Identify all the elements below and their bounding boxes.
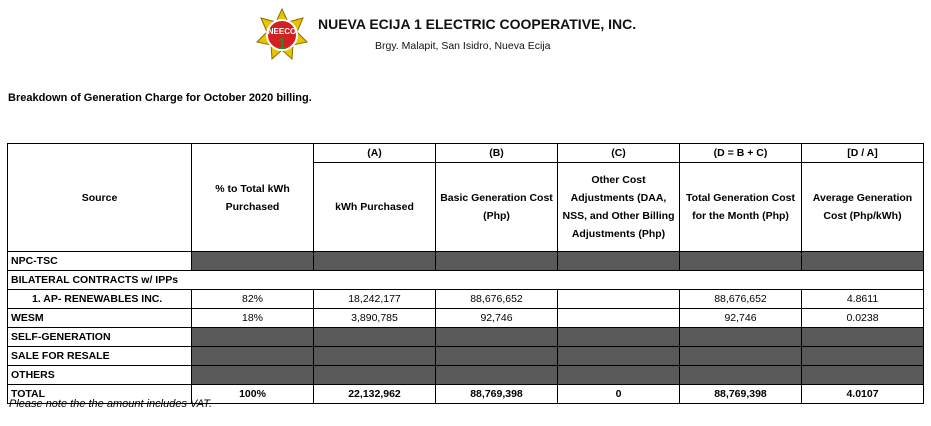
data-cell [557, 289, 680, 309]
data-cell [191, 327, 314, 347]
data-cell [557, 327, 680, 347]
data-cell [557, 251, 680, 271]
column-header: Source [7, 143, 192, 252]
source-cell: SALE FOR RESALE [7, 346, 192, 366]
table-row: SELF-GENERATION [7, 327, 924, 347]
table-row: TOTAL 100% 22,132,962 88,769,398 0 88,769,398… [7, 384, 924, 404]
data-cell [313, 365, 436, 385]
column-header: Basic Generation Cost (Php) [435, 162, 558, 252]
data-cell [557, 346, 680, 366]
org-name: NUEVA ECIJA 1 ELECTRIC COOPERATIVE, INC. [318, 16, 637, 32]
data-cell: 0.0238 [801, 308, 924, 328]
data-cell: 92,746 [679, 308, 802, 328]
header-row: Source% to Total kWh Purchased (A) (B) (C)(… [7, 143, 924, 252]
data-cell [801, 251, 924, 271]
logo-number: 1 [278, 36, 287, 53]
data-cell [679, 251, 802, 271]
data-cell [191, 346, 314, 366]
column-letter: (D = B + C) [679, 143, 802, 163]
source-cell: OTHERS [7, 365, 192, 385]
column-letter: [D / A] [801, 143, 924, 163]
data-cell: 18% [191, 308, 314, 328]
heading: Breakdown of Generation Charge for Octob… [8, 92, 312, 104]
data-cell [191, 365, 314, 385]
data-cell [801, 327, 924, 347]
data-cell [801, 365, 924, 385]
data-cell [435, 327, 558, 347]
data-cell: 88,769,398 [679, 384, 802, 404]
column-header: Total Generation Cost for the Month (Php… [679, 162, 802, 252]
data-cell: 22,132,962 [313, 384, 436, 404]
data-cell [557, 365, 680, 385]
data-cell [313, 251, 436, 271]
data-cell [435, 365, 558, 385]
data-cell [801, 346, 924, 366]
column-header: Other Cost Adjustments (DAA, NSS, and Ot… [557, 162, 680, 252]
column-header: kWh Purchased [313, 162, 436, 252]
column-header: % to Total kWh Purchased [191, 143, 314, 252]
data-cell: 88,676,652 [435, 289, 558, 309]
data-cell: 4.8611 [801, 289, 924, 309]
data-cell [435, 346, 558, 366]
data-cell: 100% [191, 384, 314, 404]
data-cell [435, 251, 558, 271]
data-cell [679, 327, 802, 347]
data-cell: 92,746 [435, 308, 558, 328]
source-cell: NPC-TSC [7, 251, 192, 271]
data-cell [679, 365, 802, 385]
source-cell: WESM [7, 308, 192, 328]
data-cell: 18,242,177 [313, 289, 436, 309]
data-cell: 88,676,652 [679, 289, 802, 309]
data-cell [191, 251, 314, 271]
table-row: OTHERS [7, 365, 924, 385]
source-cell: SELF-GENERATION [7, 327, 192, 347]
data-cell: 4.0107 [801, 384, 924, 404]
data-cell: 0 [557, 384, 680, 404]
note: Please note the the amount includes VAT. [9, 398, 213, 410]
data-cell: 3,890,785 [313, 308, 436, 328]
header-row: kWh Purchased Basic Generation Cost (Php)… [8, 162, 924, 252]
column-letter: (C) [557, 143, 680, 163]
table-row: NPC-TSC [7, 251, 924, 271]
data-cell: 82% [191, 289, 314, 309]
column-letter: (B) [435, 143, 558, 163]
source-cell: TOTAL [7, 384, 192, 404]
data-cell [313, 327, 436, 347]
table-row: SALE FOR RESALE [7, 346, 924, 366]
source-cell: 1. AP- RENEWABLES INC. [7, 289, 192, 309]
address: Brgy. Malapit, San Isidro, Nueva Ecija [375, 40, 551, 52]
data-cell [313, 346, 436, 366]
table-row: WESM 18% 3,890,785 92,746 92,746 0.0238 [7, 308, 924, 328]
table-row: 1. AP- RENEWABLES INC. 82% 18,242,177 88,67… [7, 289, 924, 309]
logo: NEECO 1 [256, 8, 308, 60]
source-cell: BILATERAL CONTRACTS w/ IPPs [7, 270, 924, 290]
data-cell [679, 346, 802, 366]
data-cell [557, 308, 680, 328]
data-cell: 88,769,398 [435, 384, 558, 404]
column-header: Average Generation Cost (Php/kWh) [801, 162, 924, 252]
table-row: BILATERAL CONTRACTS w/ IPPs [7, 270, 924, 290]
column-letter: (A) [313, 143, 436, 163]
logo-text: NEECO [268, 27, 296, 36]
generation-table: Source% to Total kWh Purchased (A) (B) (C)(… [7, 143, 924, 404]
